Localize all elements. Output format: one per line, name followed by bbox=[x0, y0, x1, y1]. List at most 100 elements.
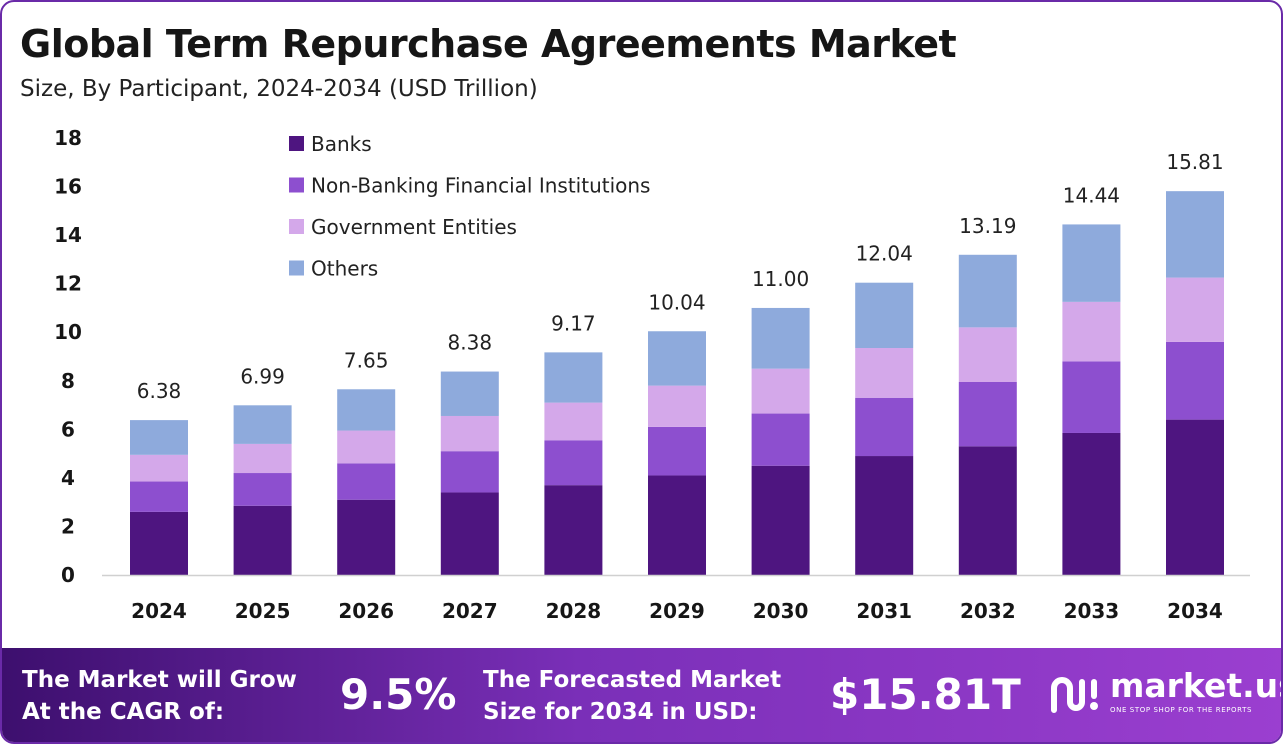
bar-segment-others-2029 bbox=[648, 331, 706, 386]
market-us-logo-icon bbox=[1051, 677, 1098, 713]
bar-segment-government-entities-2030 bbox=[751, 368, 810, 414]
bar-segment-government-entities-2034 bbox=[1166, 277, 1224, 342]
cagr-label: The Market will Grow At the CAGR of: bbox=[22, 664, 297, 728]
y-tick-label: 18 bbox=[54, 126, 82, 150]
y-tick-label: 0 bbox=[61, 563, 75, 587]
bar-total-label-2028: 9.17 bbox=[551, 311, 596, 335]
bar-total-label-2029: 10.04 bbox=[648, 290, 705, 314]
y-axis-ticks: 0 2 4 6 8 10 12 14 16 18 bbox=[54, 126, 82, 587]
legend-label-banks: Banks bbox=[311, 132, 372, 156]
footer-banner: The Market will Grow At the CAGR of: 9.5… bbox=[2, 648, 1283, 742]
bar-segment-others-2026 bbox=[337, 389, 396, 431]
legend-label-others: Others bbox=[311, 257, 378, 281]
chart-title: Global Term Repurchase Agreements Market bbox=[20, 22, 957, 66]
bar-segment-banks-2033 bbox=[1062, 432, 1121, 575]
legend-label-government-entities: Government Entities bbox=[311, 215, 517, 239]
y-tick-label: 10 bbox=[54, 320, 82, 344]
bar-segment-non-banking-financial-institutions-2030 bbox=[751, 413, 810, 466]
legend: Banks Non-Banking Financial Institutions G… bbox=[289, 132, 650, 281]
x-tick-label-2030: 2030 bbox=[753, 599, 809, 623]
bar-segment-non-banking-financial-institutions-2032 bbox=[958, 381, 1017, 447]
forecast-label: The Forecasted Market Size for 2034 in U… bbox=[483, 664, 781, 728]
x-tick-label-2032: 2032 bbox=[960, 599, 1016, 623]
bar-total-label-2027: 8.38 bbox=[448, 331, 493, 355]
bar-segment-banks-2031 bbox=[855, 456, 914, 575]
bar-segment-non-banking-financial-institutions-2025 bbox=[233, 473, 292, 506]
x-tick-label-2034: 2034 bbox=[1167, 599, 1223, 623]
y-tick-label: 2 bbox=[61, 514, 75, 538]
bar-segment-others-2027 bbox=[440, 371, 499, 416]
x-tick-label-2024: 2024 bbox=[131, 599, 187, 623]
forecast-label-line1: The Forecasted Market bbox=[483, 667, 782, 693]
bar-segment-banks-2034 bbox=[1166, 419, 1224, 575]
bar-segment-others-2032 bbox=[958, 254, 1017, 328]
bar-segment-non-banking-financial-institutions-2027 bbox=[440, 451, 499, 493]
x-tick-label-2029: 2029 bbox=[649, 599, 705, 623]
bar-segment-non-banking-financial-institutions-2031 bbox=[855, 397, 914, 457]
bar-segment-banks-2026 bbox=[337, 499, 396, 575]
y-tick-label: 14 bbox=[54, 223, 82, 247]
bar-segment-government-entities-2026 bbox=[337, 430, 396, 464]
cagr-value: 9.5% bbox=[340, 670, 457, 719]
chart-subtitle: Size, By Participant, 2024-2034 (USD Tri… bbox=[20, 76, 538, 102]
x-tick-label-2025: 2025 bbox=[235, 599, 291, 623]
y-tick-label: 6 bbox=[61, 417, 75, 441]
bar-segment-government-entities-2025 bbox=[233, 443, 292, 474]
legend-swatch-banks bbox=[289, 136, 304, 151]
bar-segment-banks-2027 bbox=[440, 492, 499, 575]
bar-segment-others-2028 bbox=[544, 352, 603, 403]
cagr-label-line2: At the CAGR of: bbox=[22, 699, 225, 725]
legend-swatch-others bbox=[289, 260, 304, 276]
x-axis-ticks: 2024 2025 2026 2027 2028 2029 2030 2031 2032 2033… bbox=[131, 599, 1223, 623]
bar-segment-government-entities-2024 bbox=[130, 454, 188, 482]
bar-segment-non-banking-financial-institutions-2034 bbox=[1166, 341, 1224, 420]
forecast-value: $15.81T bbox=[830, 670, 1021, 719]
y-tick-label: 12 bbox=[54, 272, 82, 296]
x-tick-label-2028: 2028 bbox=[546, 599, 602, 623]
bar-total-label-2030: 11.00 bbox=[752, 267, 809, 291]
legend-label-non-banking-financial-institutions: Non-Banking Financial Institutions bbox=[311, 174, 650, 198]
forecast-label-line2: Size for 2034 in USD: bbox=[483, 699, 758, 725]
x-tick-label-2026: 2026 bbox=[338, 599, 394, 623]
bar-segment-non-banking-financial-institutions-2028 bbox=[544, 440, 603, 486]
bar-segment-government-entities-2032 bbox=[958, 327, 1017, 382]
bar-segment-others-2030 bbox=[751, 307, 810, 369]
bar-segment-others-2024 bbox=[130, 420, 188, 455]
bar-total-label-2031: 12.04 bbox=[856, 242, 913, 266]
bar-total-label-2026: 7.65 bbox=[344, 348, 389, 372]
y-tick-label: 8 bbox=[61, 369, 75, 393]
bar-total-label-2025: 6.99 bbox=[240, 364, 285, 388]
bar-total-label-2033: 14.44 bbox=[1063, 183, 1120, 207]
brand-tagline: ONE STOP SHOP FOR THE REPORTS bbox=[1110, 706, 1253, 714]
bar-totals: 6.38 6.99 7.65 8.38 9.17 10.04 11.00 12.04 13.19… bbox=[137, 150, 1224, 403]
bar-segment-others-2034 bbox=[1166, 191, 1224, 278]
bars-layer bbox=[130, 191, 1224, 575]
bar-segment-government-entities-2028 bbox=[544, 402, 603, 441]
x-tick-label-2033: 2033 bbox=[1064, 599, 1120, 623]
bar-total-label-2024: 6.38 bbox=[137, 379, 182, 403]
bar-segment-others-2025 bbox=[233, 405, 292, 444]
stacked-bar-chart: 0 2 4 6 8 10 12 14 16 18 2024 2025 2026 2027 2028 2029… bbox=[54, 126, 1250, 623]
bar-segment-banks-2032 bbox=[958, 446, 1017, 575]
brand-name: market.us bbox=[1110, 666, 1283, 705]
bar-segment-banks-2028 bbox=[544, 485, 603, 575]
bar-segment-banks-2024 bbox=[130, 511, 188, 575]
bar-segment-government-entities-2031 bbox=[855, 348, 914, 398]
bar-segment-government-entities-2027 bbox=[440, 415, 499, 452]
y-tick-label: 4 bbox=[61, 466, 75, 490]
brand-logo[interactable]: market.us ONE STOP SHOP FOR THE REPORTS bbox=[1048, 666, 1283, 726]
bar-total-label-2032: 13.19 bbox=[959, 214, 1016, 238]
x-tick-label-2027: 2027 bbox=[442, 599, 498, 623]
bar-segment-government-entities-2029 bbox=[648, 385, 706, 427]
legend-swatch-government-entities bbox=[289, 219, 304, 234]
bar-segment-non-banking-financial-institutions-2024 bbox=[130, 481, 188, 512]
bar-segment-banks-2029 bbox=[648, 475, 706, 575]
y-tick-label: 16 bbox=[54, 175, 82, 199]
bar-segment-others-2033 bbox=[1062, 224, 1121, 302]
bar-segment-non-banking-financial-institutions-2033 bbox=[1062, 361, 1121, 433]
bar-segment-others-2031 bbox=[855, 282, 914, 349]
bar-segment-banks-2030 bbox=[751, 465, 810, 575]
bar-segment-non-banking-financial-institutions-2029 bbox=[648, 426, 706, 476]
bar-segment-banks-2025 bbox=[233, 505, 292, 575]
